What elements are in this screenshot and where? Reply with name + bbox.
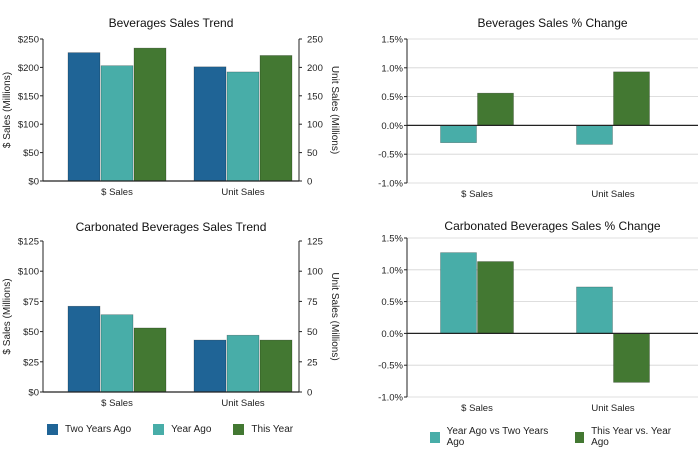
legend-label: This Year bbox=[251, 424, 294, 435]
legend-swatch bbox=[430, 431, 440, 443]
bar-this-year-vs-year-ago bbox=[477, 261, 514, 334]
legend-swatch bbox=[233, 424, 245, 435]
x-tick-label: Unit Sales bbox=[591, 403, 635, 414]
y2-axis-label: Unit Sales (Millions) bbox=[329, 66, 340, 154]
y-tick-label: $0 bbox=[28, 388, 39, 399]
y2-tick-label: 50 bbox=[307, 148, 318, 159]
bar-this-year bbox=[133, 47, 167, 182]
y2-tick-label: 0 bbox=[307, 388, 312, 399]
chart-title: Carbonated Beverages Sales Trend bbox=[76, 220, 267, 234]
x-tick-label: Unit Sales bbox=[591, 189, 635, 200]
chart-carb-change: Carbonated Beverages Sales % Change -1.0%… bbox=[378, 219, 698, 414]
legend-swatch bbox=[574, 431, 585, 443]
y2-tick-label: 125 bbox=[307, 237, 323, 248]
legend-label: Two Years Ago bbox=[65, 424, 132, 435]
y-tick-label: 0.0% bbox=[381, 121, 403, 132]
y2-tick-label: 250 bbox=[307, 35, 323, 46]
y-tick-label: $100 bbox=[18, 267, 39, 278]
y2-tick-label: 100 bbox=[307, 267, 323, 278]
y-tick-label: $125 bbox=[18, 237, 39, 248]
legend-item-this-year-vs-year-ago[interactable]: This Year vs. Year Ago bbox=[574, 426, 679, 448]
bar-two-years-ago bbox=[67, 52, 101, 182]
legend-left: Two Years Ago Year Ago This Year bbox=[47, 424, 315, 435]
bar-year-ago-vs-two-years-ago bbox=[576, 286, 613, 334]
y-tick-label: 1.5% bbox=[381, 234, 403, 245]
bar-this-year bbox=[133, 327, 167, 393]
y-tick-label: 1.5% bbox=[381, 35, 403, 46]
y2-tick-label: 0 bbox=[307, 177, 312, 188]
y-tick-label: $250 bbox=[18, 35, 39, 46]
bar-two-years-ago bbox=[193, 339, 227, 393]
y-tick-label: -1.0% bbox=[378, 393, 403, 404]
chart-bev-change: Beverages Sales % Change -1.0% -0.5% 0.0% 0.… bbox=[378, 16, 698, 200]
y-tick-label: $75 bbox=[23, 297, 39, 308]
y-tick-label: 0.5% bbox=[381, 92, 403, 103]
y2-tick-label: 75 bbox=[307, 297, 318, 308]
legend-swatch bbox=[153, 424, 165, 435]
chart-carb-trend: Carbonated Beverages Sales Trend $0 $25 $50… bbox=[2, 220, 340, 409]
y-axis-label: $ Sales (Millions) bbox=[2, 278, 13, 354]
legend-swatch bbox=[47, 424, 58, 435]
bar-year-ago bbox=[100, 314, 134, 393]
y-tick-label: $200 bbox=[18, 63, 39, 74]
chart-title: Beverages Sales Trend bbox=[109, 16, 234, 30]
legend-right: Year Ago vs Two Years Ago This Year vs. … bbox=[430, 426, 700, 448]
y-tick-label: -0.5% bbox=[378, 150, 403, 161]
y-axis-label: $ Sales (Millions) bbox=[2, 72, 13, 148]
bar-two-years-ago bbox=[67, 305, 101, 393]
legend-label: Year Ago bbox=[171, 424, 212, 435]
y2-tick-label: 100 bbox=[307, 120, 323, 131]
legend-item-this-year[interactable]: This Year bbox=[233, 424, 293, 435]
bar-year-ago-vs-two-years-ago bbox=[440, 252, 477, 334]
x-tick-label: $ Sales bbox=[101, 398, 133, 409]
bar-year-ago bbox=[226, 71, 260, 182]
legend-item-year-ago-vs-two-years-ago[interactable]: Year Ago vs Two Years Ago bbox=[430, 426, 553, 448]
y-tick-label: $50 bbox=[23, 148, 39, 159]
legend-label: This Year vs. Year Ago bbox=[591, 426, 672, 448]
x-tick-label: $ Sales bbox=[101, 187, 133, 198]
chart-title: Carbonated Beverages Sales % Change bbox=[444, 219, 660, 233]
bar-two-years-ago bbox=[193, 66, 227, 182]
bar-year-ago-vs-two-years-ago bbox=[440, 125, 477, 143]
y-tick-label: $100 bbox=[18, 120, 39, 131]
y-tick-label: $50 bbox=[23, 327, 39, 338]
y-tick-label: $25 bbox=[23, 357, 39, 368]
legend-item-year-ago[interactable]: Year Ago bbox=[153, 424, 211, 435]
bar-this-year-vs-year-ago bbox=[613, 333, 650, 383]
y2-axis-label: Unit Sales (Millions) bbox=[329, 272, 340, 360]
x-tick-label: $ Sales bbox=[461, 403, 493, 414]
chart-title: Beverages Sales % Change bbox=[477, 16, 627, 30]
y-tick-label: $150 bbox=[18, 91, 39, 102]
y2-tick-label: 50 bbox=[307, 327, 318, 338]
y2-tick-label: 25 bbox=[307, 357, 318, 368]
charts-canvas: Beverages Sales Trend $0 $50 $100 $150 $200 $2… bbox=[2, 16, 698, 414]
y2-tick-label: 150 bbox=[307, 91, 323, 102]
bar-this-year bbox=[259, 55, 293, 182]
y-tick-label: 0.5% bbox=[381, 297, 403, 308]
y-tick-label: -1.0% bbox=[378, 179, 403, 190]
bar-year-ago bbox=[226, 334, 260, 393]
legend-item-two-years-ago[interactable]: Two Years Ago bbox=[47, 424, 131, 435]
chart-bev-trend: Beverages Sales Trend $0 $50 $100 $150 $200 $2… bbox=[2, 16, 340, 198]
bar-this-year-vs-year-ago bbox=[477, 92, 514, 126]
y2-tick-label: 200 bbox=[307, 63, 323, 74]
x-tick-label: Unit Sales bbox=[221, 398, 265, 409]
bar-year-ago bbox=[100, 65, 134, 182]
x-tick-label: Unit Sales bbox=[221, 187, 265, 198]
y-tick-label: 0.0% bbox=[381, 329, 403, 340]
y-tick-label: 1.0% bbox=[381, 265, 403, 276]
legend-label: Year Ago vs Two Years Ago bbox=[446, 426, 549, 448]
bar-this-year-vs-year-ago bbox=[613, 71, 650, 126]
bar-year-ago-vs-two-years-ago bbox=[576, 125, 613, 145]
y-tick-label: 1.0% bbox=[381, 63, 403, 74]
x-tick-label: $ Sales bbox=[461, 189, 493, 200]
y-tick-label: $0 bbox=[28, 177, 39, 188]
bar-this-year bbox=[259, 339, 293, 393]
y-tick-label: -0.5% bbox=[378, 361, 403, 372]
